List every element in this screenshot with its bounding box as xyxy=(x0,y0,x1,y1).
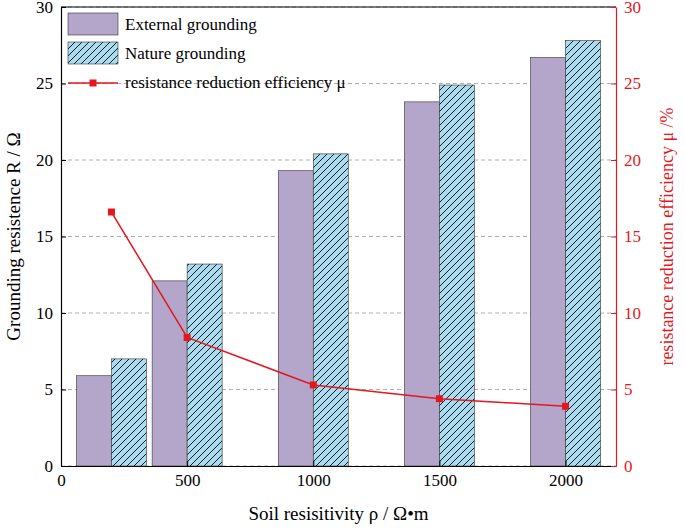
tick-label: 15 xyxy=(36,227,53,246)
bar xyxy=(76,376,111,466)
tick: 15 xyxy=(36,227,66,246)
bar xyxy=(313,154,348,466)
tick-label: 10 xyxy=(624,304,641,323)
legend-swatch xyxy=(68,42,118,64)
tick: 30 xyxy=(611,0,641,17)
marker xyxy=(436,395,443,402)
tick: 20 xyxy=(36,151,66,170)
tick: 5 xyxy=(45,380,67,399)
tick-label: 1500 xyxy=(423,471,457,490)
tick-label: 25 xyxy=(36,74,53,93)
tick-mark xyxy=(611,237,616,238)
tick: 10 xyxy=(36,304,66,323)
bar-series xyxy=(111,41,600,466)
marker xyxy=(562,403,569,410)
legend-label: resistance reduction efficiency μ xyxy=(125,73,346,92)
x-axis-title: Soil resisitivity ρ / Ω•m xyxy=(248,503,428,524)
plot: 0 500 1000 1500 2000 0 5 10 15 20 25 30 0 5 10 15 20 25 30… xyxy=(36,0,641,490)
tick: 1500 xyxy=(423,461,457,490)
tick-mark xyxy=(61,390,66,391)
bar xyxy=(187,264,222,466)
tick: 15 xyxy=(611,227,641,246)
tick-mark xyxy=(313,461,314,466)
tick: 0 xyxy=(611,457,633,476)
y2-axis: 0 5 10 15 20 25 30 xyxy=(611,0,641,476)
legend-swatch xyxy=(68,13,118,35)
tick-mark xyxy=(187,461,188,466)
tick-mark xyxy=(611,160,616,161)
tick: 10 xyxy=(611,304,641,323)
tick: 25 xyxy=(36,74,66,93)
tick-mark xyxy=(439,461,440,466)
legend-item: Nature grounding xyxy=(68,42,246,64)
bar xyxy=(278,171,313,466)
tick: 5 xyxy=(611,380,633,399)
y2-axis-title: resistance reduction efficiency μ /% xyxy=(657,107,677,365)
marker xyxy=(108,209,115,216)
markers xyxy=(108,209,569,410)
frame xyxy=(61,6,616,7)
bar xyxy=(439,85,474,466)
tick-label: 0 xyxy=(57,471,66,490)
tick-label: 15 xyxy=(624,227,641,246)
grid xyxy=(61,7,616,466)
tick-label: 5 xyxy=(624,380,633,399)
legend-marker xyxy=(90,80,97,87)
tick: 500 xyxy=(175,461,201,490)
tick-label: 5 xyxy=(45,380,54,399)
tick-label: 30 xyxy=(624,0,641,17)
tick-mark xyxy=(611,466,616,467)
x-axis: 0 500 1000 1500 2000 xyxy=(57,461,616,490)
tick: 2000 xyxy=(549,461,583,490)
bar xyxy=(111,359,146,466)
tick: 25 xyxy=(611,74,641,93)
grid-line xyxy=(61,7,616,8)
tick-mark xyxy=(611,7,616,8)
tick-mark xyxy=(611,84,616,85)
bar xyxy=(566,41,601,466)
legend-item: resistance reduction efficiency μ xyxy=(68,73,346,92)
axis-line xyxy=(616,8,617,467)
legend-label: External grounding xyxy=(125,15,257,34)
tick: 0 xyxy=(45,457,67,476)
tick-mark xyxy=(611,390,616,391)
tick-mark xyxy=(61,237,66,238)
tick-label: 2000 xyxy=(549,471,583,490)
tick-mark xyxy=(61,84,66,85)
tick-label: 0 xyxy=(624,457,633,476)
tick: 30 xyxy=(36,0,66,17)
legend-item: External grounding xyxy=(68,13,257,35)
tick-label: 20 xyxy=(36,151,53,170)
y-axis: 0 5 10 15 20 25 30 xyxy=(36,0,66,476)
tick-mark xyxy=(61,466,66,467)
line xyxy=(111,212,565,406)
tick: 1000 xyxy=(297,461,331,490)
bar xyxy=(404,102,439,466)
tick: 20 xyxy=(611,151,641,170)
axis-line xyxy=(62,466,617,467)
tick-label: 10 xyxy=(36,304,53,323)
tick-mark xyxy=(61,160,66,161)
bar-series xyxy=(76,57,565,466)
marks xyxy=(76,41,600,466)
tick-mark xyxy=(611,313,616,314)
chart: 0 500 1000 1500 2000 0 5 10 15 20 25 30 0 5 10 15 20 25 30… xyxy=(0,0,685,530)
legend-label: Nature grounding xyxy=(125,44,246,63)
tick-mark xyxy=(61,313,66,314)
legend: External grounding Nature grounding resist… xyxy=(68,13,346,92)
tick-label: 1000 xyxy=(297,471,331,490)
tick-label: 500 xyxy=(175,471,201,490)
y-axis-title: Grounding resistence R / Ω xyxy=(3,132,24,340)
marker xyxy=(310,381,317,388)
tick-label: 25 xyxy=(624,74,641,93)
tick-mark xyxy=(61,7,66,8)
tick-label: 20 xyxy=(624,151,641,170)
tick-label: 0 xyxy=(45,457,54,476)
tick-mark xyxy=(566,461,567,466)
marker xyxy=(184,334,191,341)
tick-label: 30 xyxy=(36,0,53,17)
